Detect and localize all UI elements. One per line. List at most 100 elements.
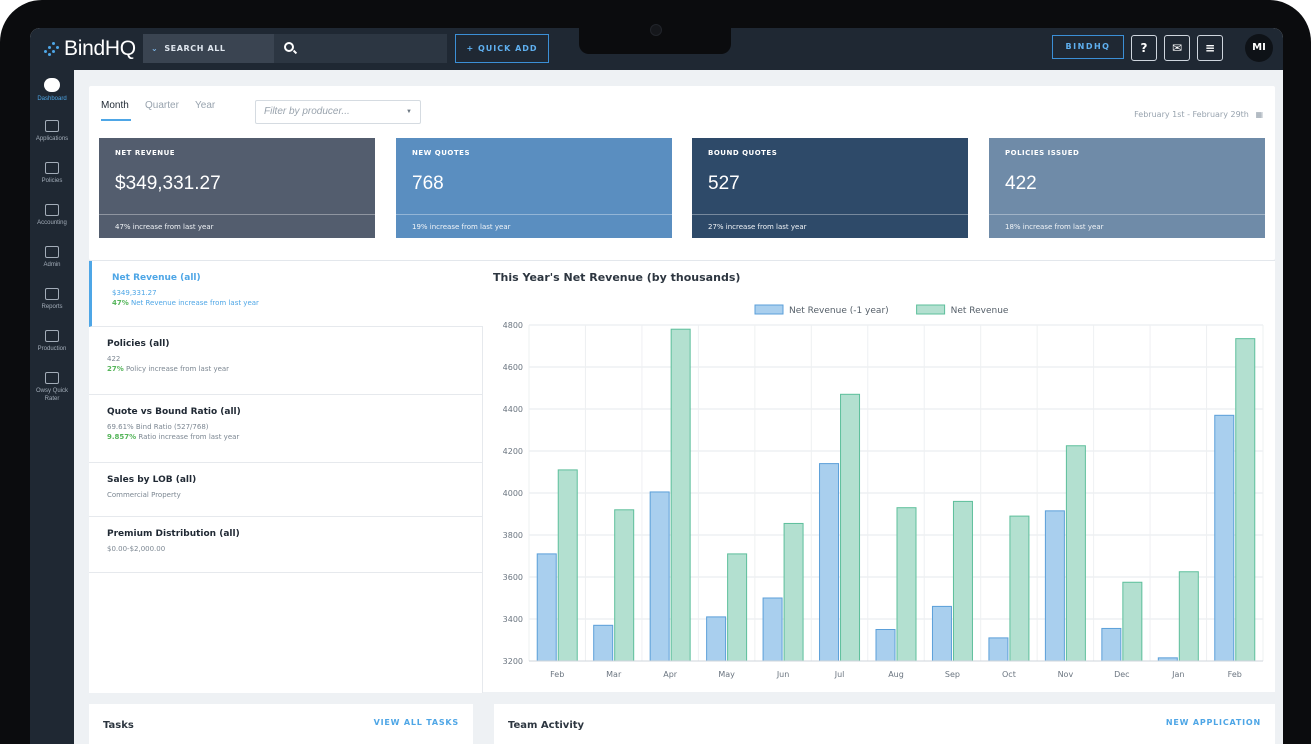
stat-title: POLICIES ISSUED bbox=[1005, 149, 1080, 157]
metric-pct: 47% bbox=[112, 299, 129, 307]
y-tick-label: 4400 bbox=[503, 405, 523, 414]
bar-current bbox=[896, 507, 917, 662]
metric-value: Commercial Property bbox=[107, 491, 181, 499]
tab-month[interactable]: Month bbox=[101, 100, 129, 111]
bar-prev-year bbox=[875, 629, 896, 662]
y-tick-label: 4000 bbox=[503, 489, 523, 498]
stat-value: 527 bbox=[708, 173, 740, 194]
view-all-tasks-link[interactable]: VIEW ALL TASKS bbox=[373, 718, 459, 727]
sidebar-item-policies[interactable]: Policies bbox=[30, 154, 74, 196]
stat-title: NEW QUOTES bbox=[412, 149, 470, 157]
bar-current bbox=[670, 328, 691, 662]
producer-filter-select[interactable]: Filter by producer... ▼ bbox=[255, 100, 421, 124]
sidebar-item-label: Accounting bbox=[37, 220, 67, 226]
search-icon[interactable] bbox=[284, 42, 294, 52]
avatar[interactable]: MI bbox=[1245, 34, 1273, 62]
calendar-icon: ▦ bbox=[1255, 110, 1263, 119]
metric-pct: 9.857% bbox=[107, 433, 137, 441]
x-tick-label: Jun bbox=[776, 670, 790, 679]
x-tick-label: Feb bbox=[550, 670, 564, 679]
stat-title: BOUND QUOTES bbox=[708, 149, 778, 157]
bar-prev-year bbox=[988, 637, 1009, 662]
top-navbar: BindHQ ⌄ SEARCH ALL + QUICK ADD BINDHQ ? … bbox=[30, 28, 1283, 70]
sidebar-item-owsy-quick-rater[interactable]: Owsy Quick Rater bbox=[30, 364, 74, 406]
x-tick-label: Aug bbox=[888, 670, 904, 679]
bar-current bbox=[1009, 515, 1030, 662]
y-tick-label: 3600 bbox=[503, 573, 523, 582]
metric-value: 422 bbox=[107, 355, 121, 363]
y-tick-label: 4200 bbox=[503, 447, 523, 456]
sidebar-item-applications[interactable]: Applications bbox=[30, 112, 74, 154]
sidebar-item-label: Admin bbox=[43, 262, 61, 268]
x-tick-label: Mar bbox=[606, 670, 622, 679]
bar-prev-year bbox=[1101, 627, 1122, 662]
tasks-title: Tasks bbox=[103, 720, 134, 731]
search-input[interactable] bbox=[303, 38, 443, 59]
sidebar-item-dashboard[interactable]: Dashboard bbox=[30, 70, 74, 112]
metric-title: Sales by LOB (all) bbox=[107, 475, 197, 485]
search-scope-label: SEARCH ALL bbox=[164, 44, 226, 53]
sidebar-item-reports[interactable]: Reports bbox=[30, 280, 74, 322]
sidebar-item-label: Policies bbox=[41, 178, 63, 184]
y-tick-label: 4600 bbox=[503, 363, 523, 372]
sidebar-item-production[interactable]: Production bbox=[30, 322, 74, 364]
legend-label: Net Revenue (-1 year) bbox=[789, 306, 889, 316]
stat-card-policies-issued[interactable]: POLICIES ISSUED 422 18% increase from la… bbox=[989, 138, 1265, 238]
stat-foot: 19% increase from last year bbox=[396, 214, 672, 238]
x-tick-label: Dec bbox=[1114, 670, 1129, 679]
metric-net-revenue[interactable]: Net Revenue (all) $349,331.27 47% Net Re… bbox=[89, 261, 483, 327]
camera-icon bbox=[650, 24, 662, 36]
metric-premium-distribution[interactable]: Premium Distribution (all) $0.00-$2,000.… bbox=[89, 517, 483, 573]
bar-prev-year bbox=[649, 491, 670, 662]
date-range-picker[interactable]: February 1st - February 29th ▦ bbox=[1134, 110, 1263, 119]
metrics-chart-panel: Net Revenue (all) $349,331.27 47% Net Re… bbox=[89, 260, 1275, 693]
x-tick-label: May bbox=[718, 670, 735, 679]
active-tab-indicator bbox=[101, 119, 131, 121]
tab-quarter[interactable]: Quarter bbox=[145, 100, 179, 111]
policies-icon bbox=[45, 162, 59, 174]
metric-list: Net Revenue (all) $349,331.27 47% Net Re… bbox=[89, 261, 483, 693]
tab-year[interactable]: Year bbox=[195, 100, 216, 111]
producer-filter-placeholder: Filter by producer... bbox=[264, 106, 350, 117]
legend-label: Net Revenue bbox=[951, 306, 1009, 316]
metric-title: Policies (all) bbox=[107, 339, 170, 349]
question-icon[interactable]: ? bbox=[1131, 35, 1157, 61]
app-logo[interactable]: BindHQ bbox=[44, 37, 136, 61]
stat-card-new-quotes[interactable]: NEW QUOTES 768 19% increase from last ye… bbox=[396, 138, 672, 238]
bar-current bbox=[783, 522, 804, 662]
bar-prev-year bbox=[1044, 510, 1065, 662]
metric-sales-by-lob[interactable]: Sales by LOB (all) Commercial Property bbox=[89, 463, 483, 517]
sidebar-item-label: Applications bbox=[35, 136, 69, 142]
search-scope-dropdown[interactable]: ⌄ SEARCH ALL bbox=[143, 34, 274, 63]
stat-foot: 47% increase from last year bbox=[99, 214, 375, 238]
bar-current bbox=[727, 553, 748, 662]
legend-swatch bbox=[754, 304, 784, 315]
metric-title: Net Revenue (all) bbox=[112, 273, 201, 283]
global-search: ⌄ SEARCH ALL bbox=[143, 34, 447, 63]
metric-pct: 27% bbox=[107, 365, 124, 373]
bar-current bbox=[1065, 445, 1086, 662]
list-icon[interactable]: ≡ bbox=[1197, 35, 1223, 61]
sidebar-item-admin[interactable]: Admin bbox=[30, 238, 74, 280]
sidebar-item-label: Production bbox=[37, 346, 67, 352]
chevron-down-icon: ⌄ bbox=[151, 44, 159, 53]
legend-swatch bbox=[916, 304, 946, 315]
metric-quote-bound-ratio[interactable]: Quote vs Bound Ratio (all) 69.61% Bind R… bbox=[89, 395, 483, 463]
bar-prev-year bbox=[819, 463, 840, 662]
stat-card-bound-quotes[interactable]: BOUND QUOTES 527 27% increase from last … bbox=[692, 138, 968, 238]
envelope-icon[interactable]: ✉ bbox=[1164, 35, 1190, 61]
new-application-link[interactable]: NEW APPLICATION bbox=[1165, 718, 1261, 727]
sidebar-item-accounting[interactable]: Accounting bbox=[30, 196, 74, 238]
stat-card-net-revenue[interactable]: NET REVENUE $349,331.27 47% increase fro… bbox=[99, 138, 375, 238]
stat-value: 768 bbox=[412, 173, 444, 194]
stat-title: NET REVENUE bbox=[115, 149, 176, 157]
x-tick-label: Nov bbox=[1058, 670, 1074, 679]
metric-policies[interactable]: Policies (all) 422 27% Policy increase f… bbox=[89, 327, 483, 395]
metric-value: $349,331.27 bbox=[112, 289, 157, 297]
bar-prev-year bbox=[706, 616, 727, 662]
quick-add-button[interactable]: + QUICK ADD bbox=[455, 34, 549, 63]
org-switch-button[interactable]: BINDHQ bbox=[1052, 35, 1124, 59]
stat-value: $349,331.27 bbox=[115, 173, 221, 194]
x-tick-label: Feb bbox=[1228, 670, 1242, 679]
